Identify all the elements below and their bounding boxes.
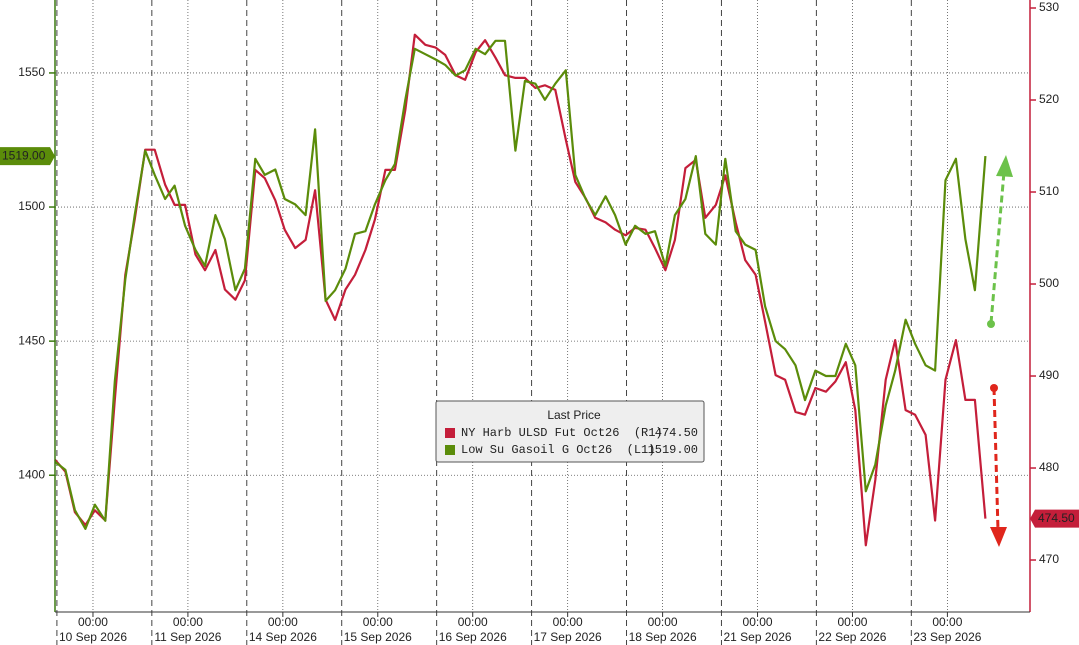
down-arrow-dot <box>990 384 998 392</box>
legend-box <box>435 400 705 463</box>
y-tick-label: 1500 <box>18 199 45 213</box>
down-arrow-shaft <box>992 387 1000 531</box>
x-tick-label: 00:00 <box>458 615 488 629</box>
x-tick-label: 00:00 <box>837 615 867 629</box>
up-arrow-head <box>996 155 1013 177</box>
down-arrow-head <box>990 527 1007 547</box>
last-value-tag <box>1030 509 1079 528</box>
legend-title: Last Price <box>547 408 601 422</box>
x-tick-label: 00:00 <box>173 615 203 629</box>
grid-layer <box>55 0 1030 645</box>
series-line <box>54 39 987 530</box>
x-tick-label: 00:00 <box>743 615 773 629</box>
x-tick-date: 17 Sep 2026 <box>534 630 602 644</box>
legend-label: Low Su Gasoil G Oct26 (L1) <box>461 443 655 457</box>
x-tick-label: 00:00 <box>932 615 962 629</box>
x-tick-date: 22 Sep 2026 <box>818 630 886 644</box>
legend-label: NY Harb ULSD Fut Oct26 (R1) <box>461 426 663 440</box>
x-tick-date: 16 Sep 2026 <box>439 630 507 644</box>
line-layer <box>54 33 987 547</box>
x-tick-date: 18 Sep 2026 <box>629 630 697 644</box>
y-tick-label: 1450 <box>18 333 45 347</box>
x-tick-date: 14 Sep 2026 <box>249 630 317 644</box>
last-value-tag <box>0 147 55 166</box>
x-tick-label: 00:00 <box>268 615 298 629</box>
x-tick-date: 11 Sep 2026 <box>154 630 221 644</box>
x-tick-date: 15 Sep 2026 <box>344 630 412 644</box>
x-tick-date: 10 Sep 2026 <box>59 630 127 644</box>
series-line <box>54 33 987 547</box>
y2-tick-label: 510 <box>1039 184 1059 198</box>
x-tick-date: 21 Sep 2026 <box>724 630 792 644</box>
x-tick-label: 00:00 <box>648 615 678 629</box>
trend-arrows <box>987 155 1013 547</box>
legend-value: 474.50 <box>655 426 698 440</box>
legend-swatch <box>445 445 455 455</box>
y2-tick-label: 470 <box>1039 552 1059 566</box>
last-value-label: 1519.00 <box>2 148 46 162</box>
y-tick-label: 1400 <box>18 467 45 481</box>
legend-value: 1519.00 <box>648 443 698 457</box>
last-value-label: 474.50 <box>1038 511 1075 525</box>
x-tick-label: 00:00 <box>78 615 108 629</box>
y-tick-label: 1550 <box>18 65 45 79</box>
legend: Last Price NY Harb ULSD Fut Oct26 (R1)474… <box>435 400 705 463</box>
y2-tick-label: 480 <box>1039 460 1059 474</box>
y2-tick-label: 500 <box>1039 276 1059 290</box>
up-arrow-dot <box>987 320 995 328</box>
legend-swatch <box>445 428 455 438</box>
x-tick-label: 00:00 <box>553 615 583 629</box>
x-tick-date: 23 Sep 2026 <box>913 630 981 644</box>
y2-tick-label: 490 <box>1039 368 1059 382</box>
y2-tick-label: 520 <box>1039 92 1059 106</box>
x-tick-label: 00:00 <box>363 615 393 629</box>
y2-tick-label: 530 <box>1039 0 1059 14</box>
up-arrow-shaft <box>989 171 1006 324</box>
